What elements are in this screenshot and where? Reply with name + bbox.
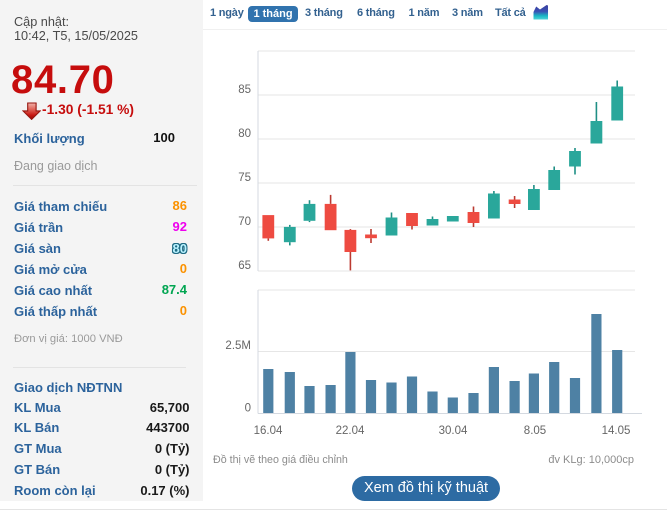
svg-text:16.04: 16.04 [254,425,283,437]
svg-text:2.5M: 2.5M [225,340,251,352]
svg-text:8.05: 8.05 [524,425,546,437]
svg-text:70: 70 [238,216,251,228]
svg-text:14.05: 14.05 [602,425,631,437]
svg-text:0: 0 [245,403,251,415]
svg-text:22.04: 22.04 [336,425,365,437]
svg-text:65: 65 [238,260,251,272]
svg-text:30.04: 30.04 [439,425,468,437]
svg-text:75: 75 [238,172,251,184]
svg-text:80: 80 [238,128,251,140]
svg-text:85: 85 [238,84,251,96]
